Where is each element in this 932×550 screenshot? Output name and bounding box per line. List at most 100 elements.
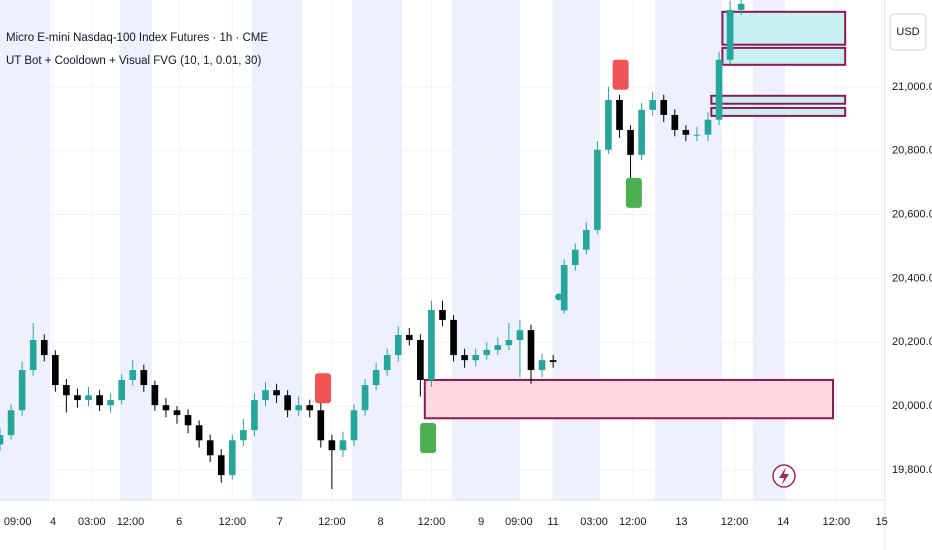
x-tick-label: 12:00 bbox=[219, 516, 247, 528]
candle-body bbox=[29, 340, 37, 371]
x-tick-label: 15 bbox=[876, 516, 888, 528]
session-band bbox=[120, 0, 152, 500]
candle-body bbox=[693, 134, 701, 136]
candle-body bbox=[560, 265, 568, 311]
x-tick-label: 7 bbox=[277, 516, 283, 528]
candle-body bbox=[173, 410, 181, 416]
y-tick-label: 20,600.00 bbox=[892, 208, 932, 220]
currency[interactable]: USD bbox=[896, 26, 919, 38]
candle-body bbox=[129, 370, 137, 380]
candle-body bbox=[206, 440, 214, 456]
candle-body bbox=[7, 410, 15, 436]
axes: 19,800.00 20,000.00 20,200.00 20,400.00 20,6… bbox=[4, 81, 932, 528]
candle-body bbox=[594, 149, 601, 230]
candle-body bbox=[505, 340, 513, 346]
alert-icon[interactable] bbox=[772, 464, 796, 488]
x-tick-label: 9 bbox=[478, 516, 484, 528]
signal-marker bbox=[315, 373, 332, 404]
candle-body bbox=[649, 99, 657, 110]
y-tick-label: 19,800.00 bbox=[892, 464, 932, 476]
candle-body bbox=[450, 319, 457, 356]
candle-body bbox=[671, 114, 679, 130]
candle-body bbox=[228, 440, 236, 476]
session-band bbox=[655, 0, 722, 500]
candle-body bbox=[18, 370, 26, 411]
x-tick-label: 12:00 bbox=[418, 516, 446, 528]
candle-body bbox=[494, 345, 502, 350]
y-tick-label: 20,200.00 bbox=[892, 336, 932, 348]
alert-bolt[interactable] bbox=[779, 467, 789, 485]
candle-body bbox=[162, 405, 170, 411]
candle-body bbox=[306, 405, 314, 411]
candle-body bbox=[605, 99, 612, 150]
candle-body bbox=[317, 410, 325, 441]
candle-body bbox=[472, 355, 480, 361]
candle-body bbox=[0, 435, 4, 445]
candle-body bbox=[140, 370, 148, 386]
session-band bbox=[0, 0, 50, 500]
candle-body bbox=[682, 129, 690, 135]
candle-body bbox=[737, 3, 745, 10]
signal-marker bbox=[612, 59, 629, 90]
candle-body bbox=[715, 59, 723, 120]
candle-body bbox=[240, 430, 247, 441]
candle-body bbox=[339, 440, 347, 451]
candle-body bbox=[638, 109, 645, 155]
candle-body bbox=[350, 410, 358, 441]
candle-body bbox=[251, 400, 258, 431]
x-tick-label: 8 bbox=[377, 516, 383, 528]
x-tick-label: 09:00 bbox=[505, 516, 533, 528]
candle-body bbox=[417, 340, 424, 380]
candle-body bbox=[51, 355, 59, 386]
session-band bbox=[452, 0, 520, 500]
candle-body bbox=[151, 385, 159, 406]
candle-body bbox=[361, 385, 369, 411]
candle-body bbox=[516, 330, 524, 341]
candle-body bbox=[538, 360, 546, 371]
candle-body bbox=[40, 340, 48, 356]
x-tick-label: 03:00 bbox=[78, 516, 106, 528]
x-tick-label: 03:00 bbox=[580, 516, 608, 528]
candle-body bbox=[394, 334, 402, 356]
x-tick-label: 6 bbox=[176, 516, 182, 528]
fvg-zone bbox=[721, 10, 847, 46]
chart-title: Micro E-mini Nasdaq-100 Index Futures · … bbox=[6, 32, 268, 44]
plot bbox=[0, 0, 885, 500]
x-tick-label: 12:00 bbox=[823, 516, 851, 528]
candle-body bbox=[107, 400, 114, 406]
candle-body bbox=[295, 405, 303, 411]
candle-body bbox=[284, 395, 291, 411]
candle-body bbox=[428, 310, 435, 380]
candle-body bbox=[616, 99, 623, 130]
x-tick-label: 12:00 bbox=[619, 516, 647, 528]
currency-box[interactable] bbox=[889, 13, 927, 51]
candle-body bbox=[195, 425, 203, 441]
candle-body bbox=[63, 385, 70, 396]
indicator-name: UT Bot + Cooldown + Visual FVG (10, 1, 0… bbox=[6, 55, 261, 67]
x-tick-label: 13 bbox=[675, 516, 687, 528]
candle-body bbox=[660, 99, 668, 115]
candle-body bbox=[439, 310, 446, 320]
session-band bbox=[753, 0, 785, 500]
candle-body bbox=[96, 395, 103, 406]
candle-body bbox=[461, 355, 468, 361]
candle-body bbox=[328, 440, 336, 451]
candle-body bbox=[726, 9, 734, 60]
candle-body bbox=[627, 129, 634, 155]
fvg-zone bbox=[710, 106, 847, 117]
candle-body bbox=[571, 249, 579, 266]
candle-body bbox=[372, 370, 380, 386]
candle-body bbox=[405, 334, 413, 341]
x-tick-label: 12:00 bbox=[117, 516, 145, 528]
signal-marker bbox=[420, 423, 437, 454]
candle-body bbox=[262, 390, 269, 401]
candle-body bbox=[549, 360, 557, 363]
fvg-zone bbox=[710, 94, 847, 105]
candle-body bbox=[118, 379, 126, 401]
candle-body bbox=[704, 119, 712, 135]
candle-body bbox=[273, 390, 280, 396]
candle-body bbox=[74, 395, 81, 401]
x-tick-label: 11 bbox=[547, 516, 558, 528]
session-band bbox=[252, 0, 302, 500]
